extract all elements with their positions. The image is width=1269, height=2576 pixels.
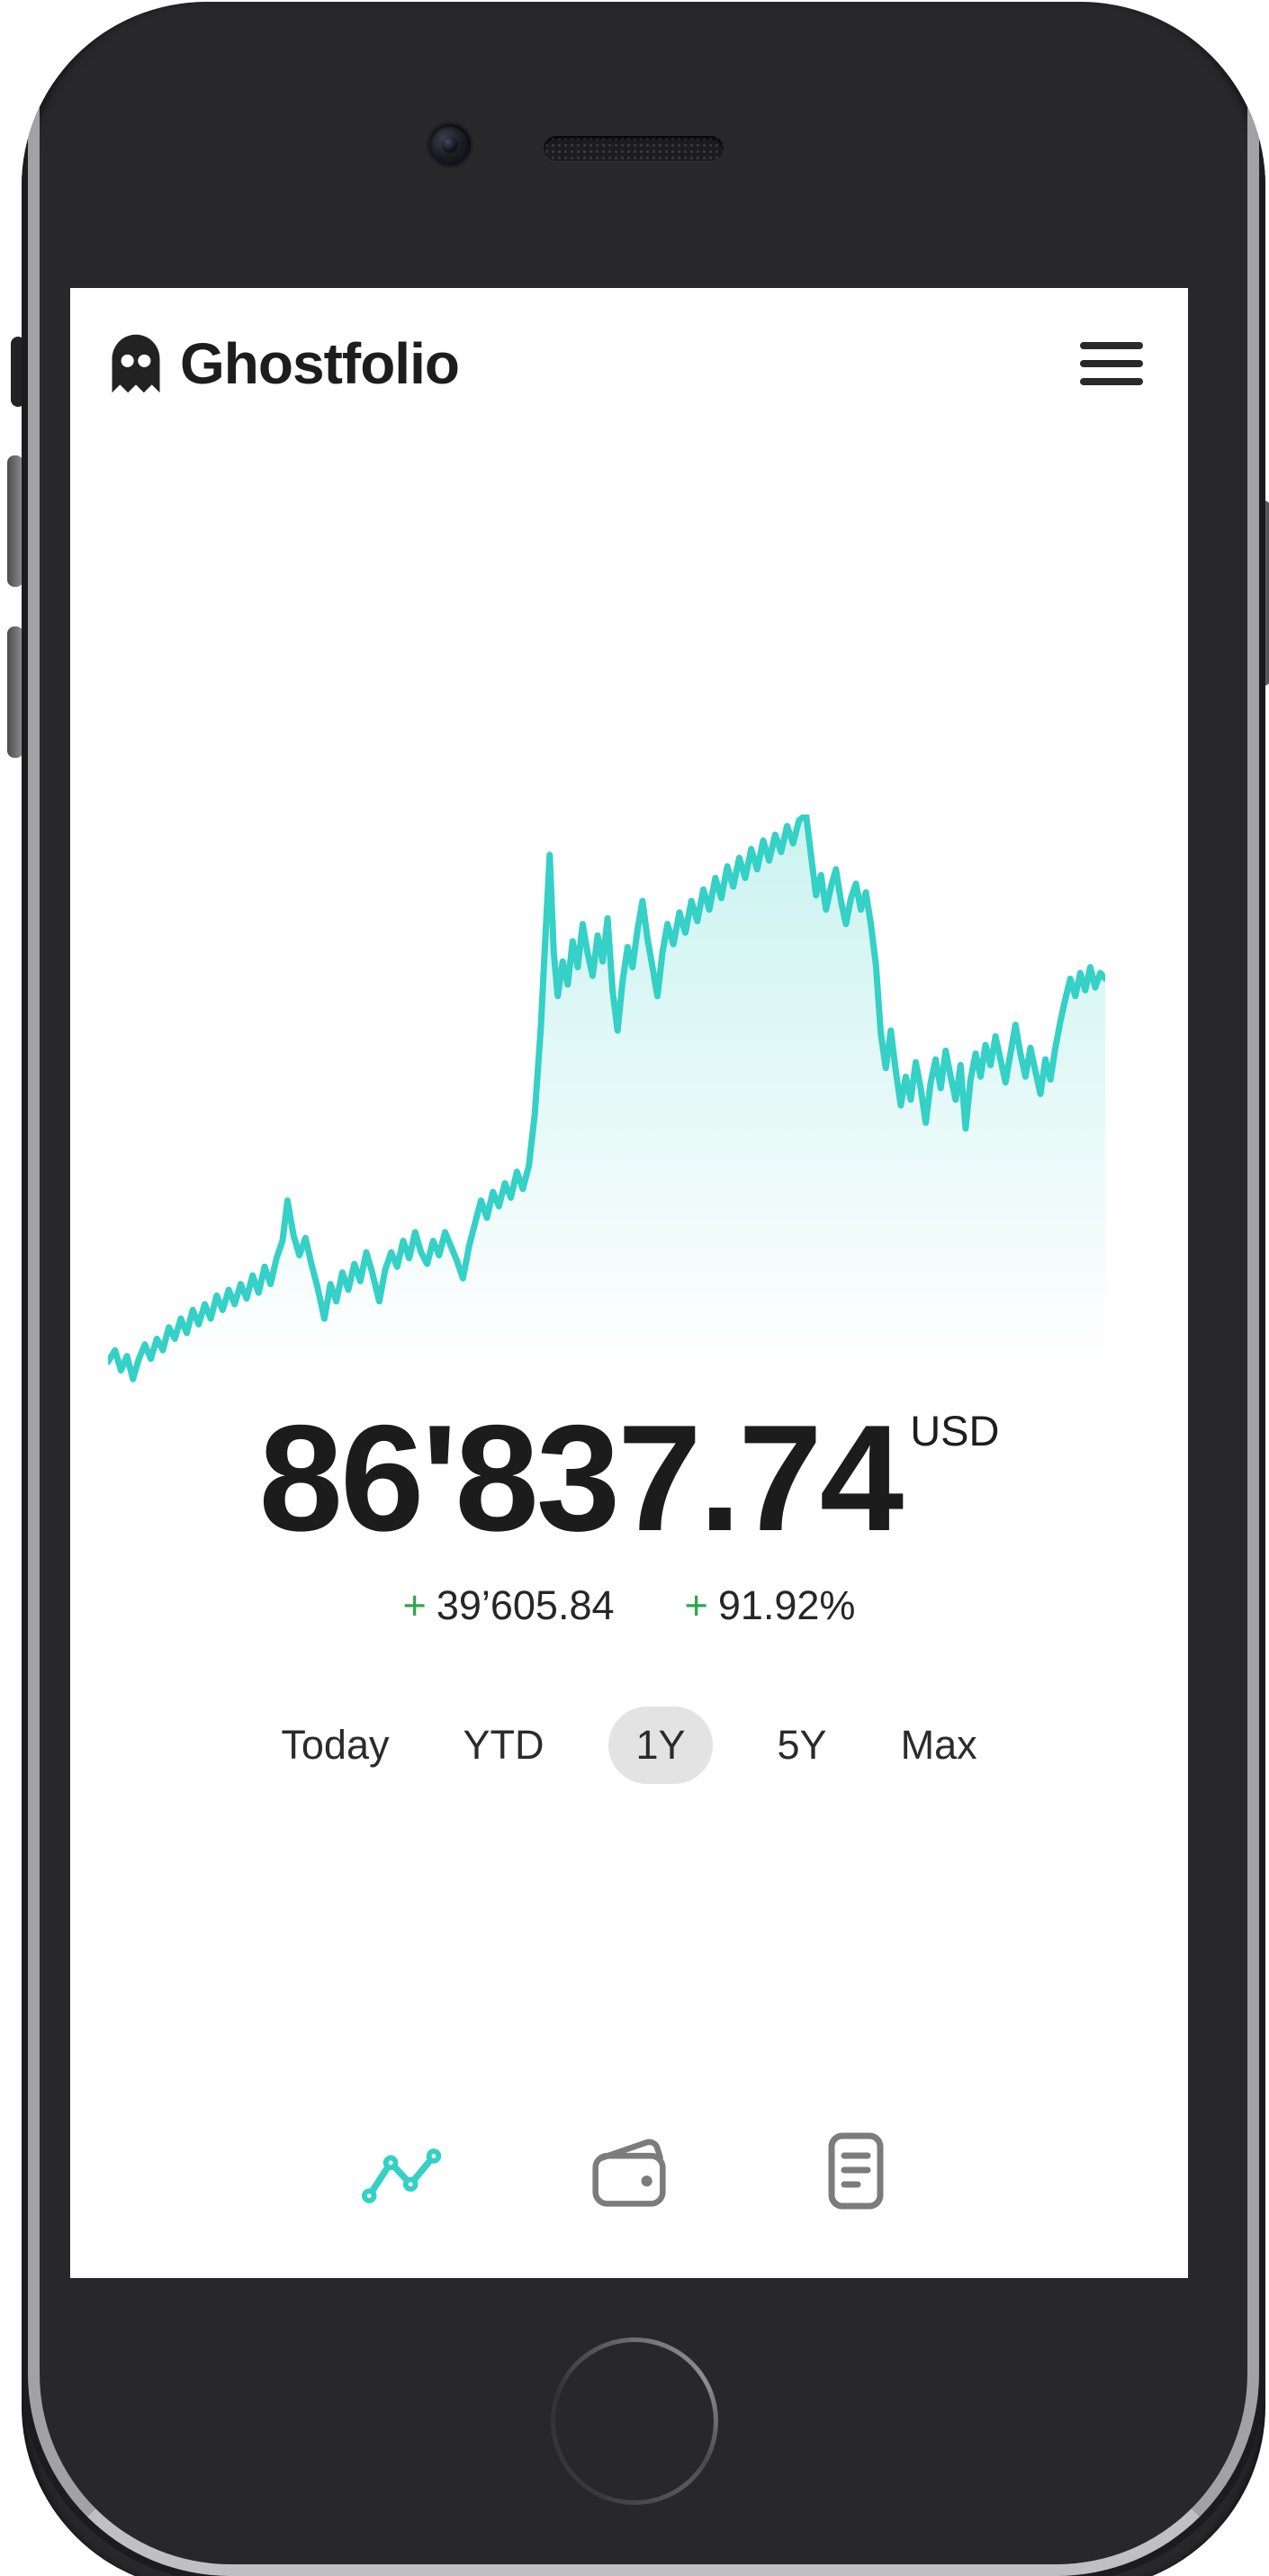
nav-overview-tab[interactable]: [356, 2124, 449, 2218]
volume-up-button[interactable]: [7, 455, 23, 587]
change-percent-value: 91.92%: [717, 1582, 856, 1628]
change-absolute: + 39’605.84: [403, 1582, 615, 1629]
transactions-icon: [828, 2132, 884, 2210]
earpiece-speaker: [544, 136, 724, 161]
chart-line: [108, 815, 1105, 1383]
app-header: Ghostfolio: [112, 328, 1147, 400]
hamburger-icon: [1080, 342, 1143, 349]
change-absolute-value: 39’605.84: [436, 1582, 615, 1628]
portfolio-value-row: 86'837.74 USD: [70, 1402, 1188, 1554]
ghost-logo-icon: [112, 334, 160, 393]
menu-button[interactable]: [1078, 340, 1143, 387]
change-percent: + 91.92%: [685, 1582, 856, 1629]
app-screen: Ghostfolio: [70, 288, 1188, 2278]
nav-transactions-tab[interactable]: [809, 2124, 903, 2218]
front-camera: [429, 124, 471, 166]
currency-label: USD: [910, 1407, 1000, 1455]
phone-metal-band: [28, 2, 1259, 2576]
bottom-navigation: [70, 2124, 1188, 2218]
chart-area-fill: [108, 815, 1105, 1391]
range-option-today[interactable]: Today: [272, 1707, 398, 1784]
hamburger-icon: [1080, 360, 1143, 367]
range-option-max[interactable]: Max: [892, 1707, 986, 1784]
range-option-1y[interactable]: 1Y: [608, 1707, 713, 1784]
wallet-icon: [592, 2139, 666, 2207]
change-row: + 39’605.84 + 91.92%: [70, 1582, 1188, 1629]
brand: Ghostfolio: [112, 331, 460, 396]
hamburger-icon: [1080, 378, 1143, 385]
range-option-ytd[interactable]: YTD: [454, 1707, 553, 1784]
performance-chart-svg: [108, 815, 1105, 1391]
line-chart-icon: [361, 2148, 442, 2203]
home-button[interactable]: [551, 2337, 718, 2505]
phone-frame: Ghostfolio: [22, 2, 1265, 2576]
range-selector: Today YTD 1Y 5Y Max: [70, 1707, 1188, 1784]
portfolio-value: 86'837.74: [258, 1393, 904, 1563]
nav-wallet-tab[interactable]: [582, 2124, 676, 2218]
volume-down-button[interactable]: [7, 626, 23, 758]
range-option-5y[interactable]: 5Y: [769, 1707, 836, 1784]
plus-sign: +: [684, 1582, 708, 1628]
app-title: Ghostfolio: [180, 331, 460, 396]
plus-sign: +: [402, 1582, 427, 1628]
performance-chart[interactable]: [108, 815, 1105, 1391]
